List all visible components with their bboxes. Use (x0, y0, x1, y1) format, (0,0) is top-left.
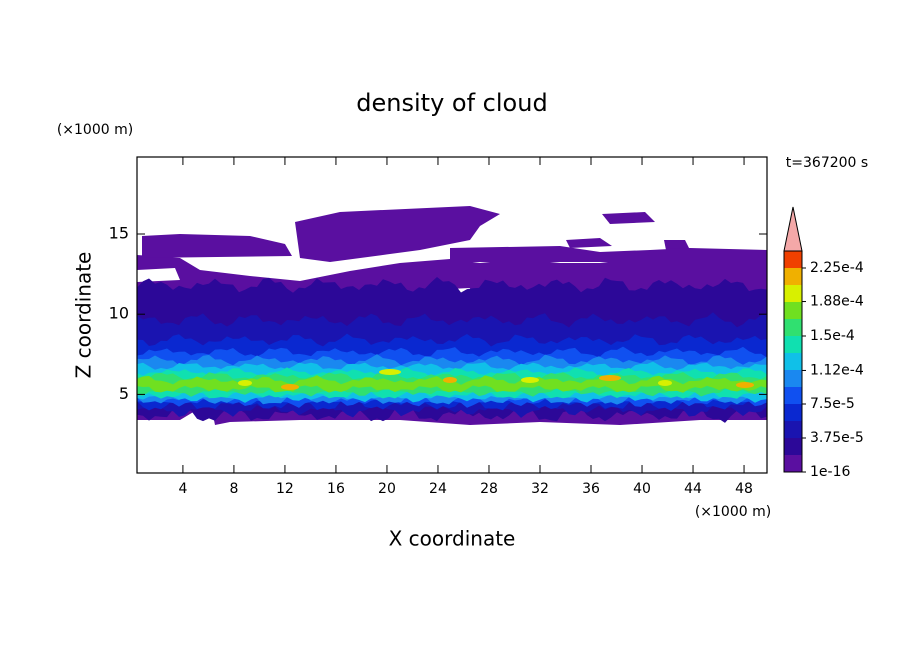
contour-region (602, 212, 655, 224)
colorbar-tick-label: 1.12e-4 (810, 362, 864, 378)
x-tick-label: 12 (276, 481, 294, 497)
colorbar-tick-label: 1.5e-4 (810, 328, 855, 344)
contour-region (521, 377, 539, 383)
colorbar-swatch (784, 421, 802, 438)
colorbar-swatch (784, 370, 802, 387)
colorbar-swatch (784, 268, 802, 285)
contour-region (295, 206, 500, 262)
contour-hole (137, 268, 180, 282)
x-tick-label: 4 (178, 481, 187, 497)
colorbar-swatch (784, 404, 802, 421)
y-tick-label: 15 (109, 223, 129, 242)
x-axis-label: X coordinate (389, 527, 516, 551)
contour-region (238, 380, 252, 386)
y-tick-label: 10 (109, 304, 129, 323)
colorbar-swatch (784, 319, 802, 336)
contour-region (450, 246, 767, 262)
x-tick-label: 28 (480, 481, 498, 497)
x-tick-label: 32 (531, 481, 549, 497)
colorbar-swatch (784, 251, 802, 268)
colorbar-tick-label: 2.25e-4 (810, 260, 864, 276)
colorbar-tick-label: 7.5e-5 (810, 396, 855, 412)
colorbar-swatch (784, 302, 802, 319)
y-tick-label: 5 (119, 384, 129, 403)
x-tick-label: 20 (378, 481, 396, 497)
plot-frame (136, 156, 768, 474)
contour-region (142, 234, 292, 258)
colorbar-swatch (784, 438, 802, 455)
x-tick-label: 48 (735, 481, 753, 497)
colorbar-swatch (784, 285, 802, 302)
y-axis-label: Z coordinate (72, 252, 96, 379)
colorbar: 1e-16 3.75e-5 7.5e-5 1.12e-4 1.5e-4 1.88e-4 2.… (783, 206, 864, 480)
x-tick-label: 24 (429, 481, 447, 497)
contour-region (599, 375, 621, 381)
x-tick-label: 40 (633, 481, 651, 497)
colorbar-tick-label: 1e-16 (810, 464, 850, 480)
contour-region (658, 380, 672, 386)
colorbar-swatch (784, 455, 802, 472)
contour-region (566, 238, 612, 248)
colorbar-swatch (784, 387, 802, 404)
chart-title: density of cloud (356, 89, 547, 117)
contour-region (379, 369, 401, 375)
colorbar-tick-label: 3.75e-5 (810, 430, 864, 446)
colorbar-swatch (784, 336, 802, 353)
contour-region (664, 240, 690, 250)
time-label: t=367200 s (786, 155, 868, 171)
x-tick-label: 44 (684, 481, 702, 497)
contour-region (281, 384, 299, 390)
contour-region (443, 377, 457, 383)
x-unit: (×1000 m) (695, 504, 771, 520)
colorbar-swatch (784, 353, 802, 370)
contour-field (137, 206, 767, 425)
colorbar-tick-label: 1.88e-4 (810, 294, 864, 310)
x-tick-label: 36 (582, 481, 600, 497)
x-tick-label: 16 (327, 481, 345, 497)
contour-region (736, 382, 754, 388)
y-unit: (×1000 m) (57, 122, 133, 138)
x-tick-label: 8 (229, 481, 238, 497)
colorbar-frame (783, 250, 803, 473)
